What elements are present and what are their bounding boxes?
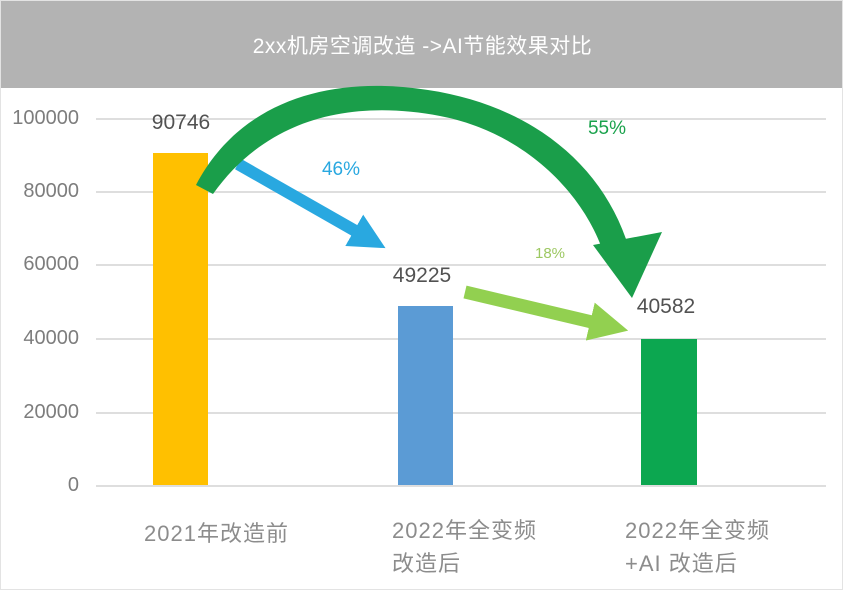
pct-label-18: 18% bbox=[534, 245, 566, 262]
gridline-60000 bbox=[96, 264, 826, 266]
x-label-line: 2021年改造前 bbox=[144, 521, 289, 546]
gridline-40000 bbox=[96, 338, 826, 340]
gridline-0 bbox=[96, 485, 826, 487]
title-bar: 2xx机房空调改造 ->AI节能效果对比 bbox=[1, 1, 842, 88]
y-tick-label: 60000 bbox=[23, 253, 79, 275]
x-label-2022-vfd-ai: 2022年全变频 +AI 改造后 bbox=[625, 514, 770, 580]
bar-value-label: 40582 bbox=[636, 295, 696, 318]
pct-label-55: 55% bbox=[587, 118, 627, 139]
pct-label-46: 46% bbox=[321, 159, 361, 180]
x-label-line: +AI 改造后 bbox=[625, 551, 738, 576]
y-tick-label: 100000 bbox=[12, 107, 79, 129]
x-label-line: 改造后 bbox=[392, 551, 462, 576]
y-tick-label: 40000 bbox=[23, 327, 79, 349]
x-label-line: 2022年全变频 bbox=[392, 518, 537, 543]
chart-title: 2xx机房空调改造 ->AI节能效果对比 bbox=[252, 34, 593, 58]
bar-value-label: 90746 bbox=[151, 111, 211, 134]
decrease-arrow-18-light-green bbox=[463, 285, 629, 341]
y-tick-label: 0 bbox=[67, 474, 79, 496]
bar-2022-vfd-ai bbox=[641, 339, 697, 485]
y-tick-label: 20000 bbox=[23, 401, 79, 423]
bar-2022-vfd bbox=[398, 306, 453, 485]
decrease-arrow-55-curved-body bbox=[196, 85, 629, 254]
x-label-2022-vfd: 2022年全变频 改造后 bbox=[392, 514, 537, 580]
y-tick-label: 80000 bbox=[23, 180, 79, 202]
x-label-2021-before: 2021年改造前 bbox=[144, 517, 289, 550]
bar-2021-before bbox=[153, 153, 208, 485]
bar-value-label: 49225 bbox=[392, 264, 452, 287]
x-label-line: 2022年全变频 bbox=[625, 518, 770, 543]
gridline-20000 bbox=[96, 412, 826, 414]
